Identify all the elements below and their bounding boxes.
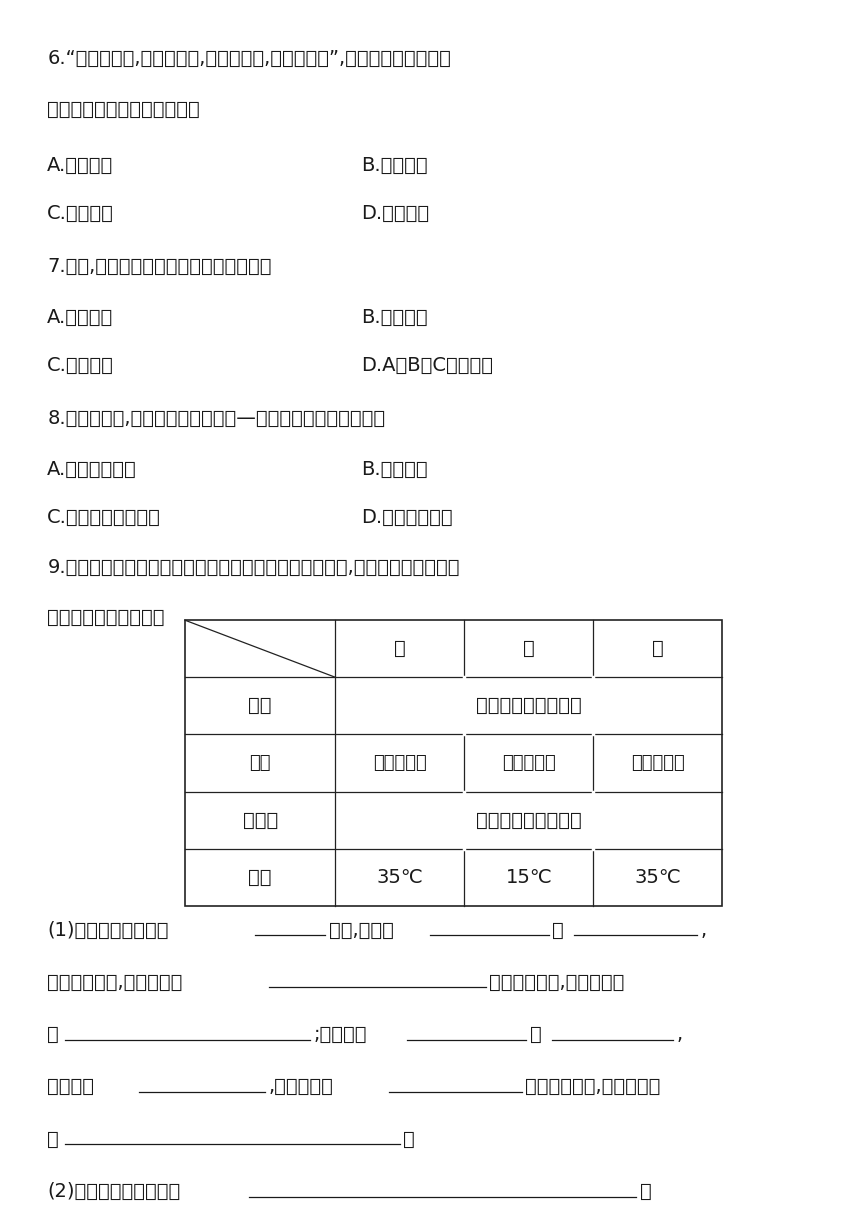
- Text: 35℃: 35℃: [635, 868, 681, 886]
- Text: (2)加入植物油的目的是: (2)加入植物油的目的是: [47, 1182, 181, 1201]
- Text: ;另一组是: ;另一组是: [313, 1025, 366, 1045]
- Text: 保留全部叶: 保留全部叶: [502, 754, 556, 772]
- Bar: [185, 620, 722, 906]
- Text: 涵面下降较大,可得出结论: 涵面下降较大,可得出结论: [525, 1077, 660, 1097]
- Text: (1)该实验可分为两组: (1)该实验可分为两组: [47, 921, 169, 940]
- Text: 植物油: 植物油: [243, 811, 278, 829]
- Text: 15℃: 15℃: [506, 868, 552, 886]
- Text: ,: ,: [700, 921, 706, 940]
- Text: 滴入相同量的植物油: 滴入相同量的植物油: [476, 811, 581, 829]
- Text: 温度: 温度: [249, 868, 272, 886]
- Text: 。: 。: [640, 1182, 652, 1201]
- Text: D.涵养水源: D.涵养水源: [361, 204, 429, 224]
- Text: B.呼吸作用: B.呼吸作用: [361, 308, 427, 327]
- Text: 果。请分析回答问题：: 果。请分析回答问题：: [47, 608, 165, 627]
- Text: B.节约用电: B.节约用电: [361, 460, 427, 479]
- Text: A.光合作用: A.光合作用: [47, 308, 114, 327]
- Text: 其变量是叶片,实验结果是: 其变量是叶片,实验结果是: [47, 973, 182, 992]
- Text: 实验,一组是: 实验,一组是: [329, 921, 393, 940]
- Text: ,实验结果是: ,实验结果是: [268, 1077, 333, 1097]
- Text: 涵面下降较大,可得出结论: 涵面下降较大,可得出结论: [489, 973, 624, 992]
- Text: 6.“山上多植树,胜似修水库,有雨它能吞,无雨它能吐”,这条谚语形象地说明: 6.“山上多植树,胜似修水库,有雨它能吞,无雨它能吐”,这条谚语形象地说明: [47, 49, 452, 68]
- Text: 是: 是: [47, 1025, 59, 1045]
- Text: 35℃: 35℃: [377, 868, 423, 886]
- Text: D.爱护花草树木: D.爱护花草树木: [361, 508, 453, 528]
- Text: 是: 是: [47, 1130, 59, 1149]
- Text: 9.某同学设计实验来验证叶的蜃腾作用。实验过程如下表,两小时后观察实验结: 9.某同学设计实验来验证叶的蜃腾作用。实验过程如下表,两小时后观察实验结: [47, 558, 460, 578]
- Text: 清水: 清水: [249, 697, 272, 715]
- Text: B.降低噪声: B.降低噪声: [361, 156, 427, 175]
- Text: 。: 。: [403, 1130, 415, 1149]
- Text: ,: ,: [677, 1025, 683, 1045]
- Text: 森林对环境的作用是（　　）: 森林对环境的作用是（ ）: [47, 100, 200, 119]
- Text: 8.日常生活中,不利于维持大气中碳—氧平衡的做法是（　　）: 8.日常生活中,不利于维持大气中碳—氧平衡的做法是（ ）: [47, 409, 385, 428]
- Text: C.蜃腾作用: C.蜃腾作用: [47, 356, 114, 376]
- Text: 乙: 乙: [523, 640, 535, 658]
- Text: 去掉全部叶: 去掉全部叶: [631, 754, 685, 772]
- Text: 丙: 丙: [652, 640, 664, 658]
- Text: 保留全部叶: 保留全部叶: [373, 754, 427, 772]
- Text: 7.夏季,绿色植物在光下进行的是（　　）: 7.夏季,绿色植物在光下进行的是（ ）: [47, 257, 272, 276]
- Text: C.过滤尘埃: C.过滤尘埃: [47, 204, 114, 224]
- Text: D.A、B、C三种作用: D.A、B、C三种作用: [361, 356, 493, 376]
- Text: 枝叶: 枝叶: [249, 754, 271, 772]
- Text: 和: 和: [552, 921, 564, 940]
- Text: 其变量是: 其变量是: [47, 1077, 95, 1097]
- Text: 甲: 甲: [394, 640, 406, 658]
- Text: C.使用一次性纸制品: C.使用一次性纸制品: [47, 508, 161, 528]
- Text: 和: 和: [530, 1025, 542, 1045]
- Text: 注入相同体积的清水: 注入相同体积的清水: [476, 697, 581, 715]
- Text: A.净化空气: A.净化空气: [47, 156, 114, 175]
- Text: A.乘公交车出行: A.乘公交车出行: [47, 460, 137, 479]
